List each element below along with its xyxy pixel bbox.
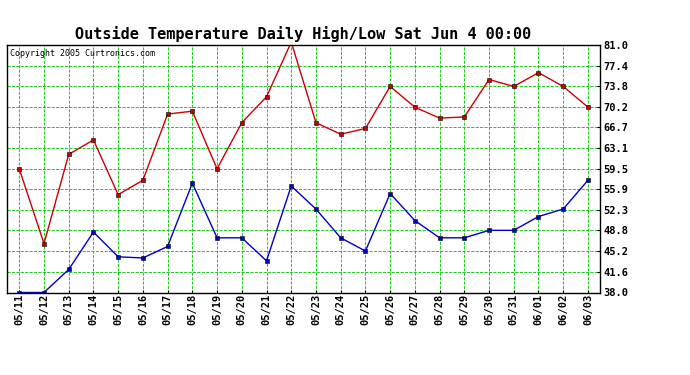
Title: Outside Temperature Daily High/Low Sat Jun 4 00:00: Outside Temperature Daily High/Low Sat J…	[75, 27, 532, 42]
Text: Copyright 2005 Curtronics.com: Copyright 2005 Curtronics.com	[10, 49, 155, 58]
